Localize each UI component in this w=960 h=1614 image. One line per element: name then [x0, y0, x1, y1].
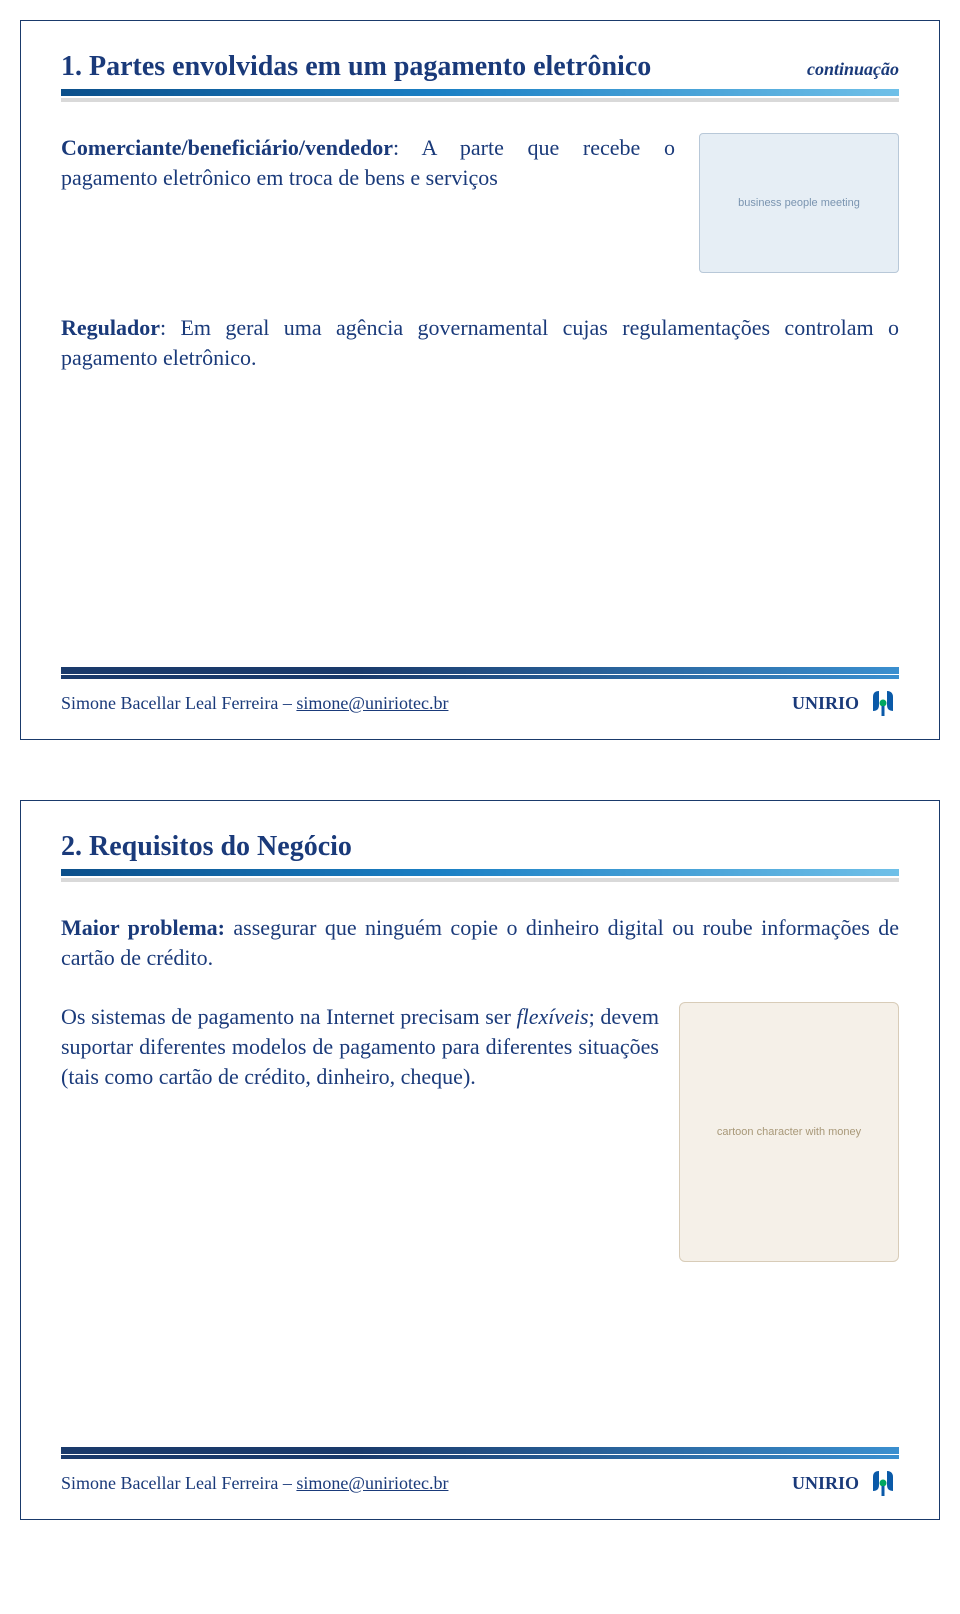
unirio-logo-icon — [867, 1467, 899, 1499]
paragraph-with-image: Comerciante/beneficiário/vendedor: A par… — [61, 133, 899, 273]
paragraph-1: Comerciante/beneficiário/vendedor: A par… — [61, 133, 675, 192]
footer-divider — [61, 1447, 899, 1459]
para2-a: Os sistemas de pagamento na Internet pre… — [61, 1004, 517, 1029]
title-divider — [61, 869, 899, 883]
term-regulador: Regulador — [61, 315, 160, 340]
slide-title: 2. Requisitos do Negócio — [61, 831, 352, 863]
continuation-label: continuação — [807, 59, 899, 83]
paragraph-2: Regulador: Em geral uma agência governam… — [61, 313, 899, 372]
paragraph-2: Os sistemas de pagamento na Internet pre… — [61, 1002, 659, 1262]
slide-body: Comerciante/beneficiário/vendedor: A par… — [61, 133, 899, 667]
paragraph-with-image: Os sistemas de pagamento na Internet pre… — [61, 1002, 899, 1262]
para2-rest: : Em geral uma agência governamental cuj… — [61, 315, 899, 370]
author-email: simone@uniriotec.br — [296, 1473, 448, 1493]
footer-author: Simone Bacellar Leal Ferreira – simone@u… — [61, 693, 448, 714]
image-placeholder: cartoon character with money — [679, 1002, 899, 1262]
term-comerciante: Comerciante/beneficiário/vendedor — [61, 135, 393, 160]
slide-footer: Simone Bacellar Leal Ferreira – simone@u… — [61, 667, 899, 719]
slide-footer: Simone Bacellar Leal Ferreira – simone@u… — [61, 1447, 899, 1499]
image-placeholder: business people meeting — [699, 133, 899, 273]
title-row: 1. Partes envolvidas em um pagamento ele… — [61, 51, 899, 83]
author-email: simone@uniriotec.br — [296, 693, 448, 713]
footer-line: Simone Bacellar Leal Ferreira – simone@u… — [61, 687, 899, 719]
slide-1: 1. Partes envolvidas em um pagamento ele… — [20, 20, 940, 740]
unirio-logo-icon — [867, 687, 899, 719]
title-row: 2. Requisitos do Negócio — [61, 831, 899, 863]
slide-title: 1. Partes envolvidas em um pagamento ele… — [61, 51, 651, 83]
term-maior-problema: Maior problema: — [61, 915, 225, 940]
footer-divider — [61, 667, 899, 679]
footer-line: Simone Bacellar Leal Ferreira – simone@u… — [61, 1467, 899, 1499]
author-name: Simone Bacellar Leal Ferreira – — [61, 1473, 296, 1493]
title-divider — [61, 89, 899, 103]
slide-body: Maior problema: assegurar que ninguém co… — [61, 913, 899, 1447]
para2-em: flexíveis — [517, 1004, 589, 1029]
footer-author: Simone Bacellar Leal Ferreira – simone@u… — [61, 1473, 448, 1494]
author-name: Simone Bacellar Leal Ferreira – — [61, 693, 296, 713]
org-label: UNIRIO — [792, 1473, 859, 1494]
footer-org: UNIRIO — [792, 687, 899, 719]
paragraph-1: Maior problema: assegurar que ninguém co… — [61, 913, 899, 972]
org-label: UNIRIO — [792, 693, 859, 714]
slide-2: 2. Requisitos do Negócio Maior problema:… — [20, 800, 940, 1520]
footer-org: UNIRIO — [792, 1467, 899, 1499]
